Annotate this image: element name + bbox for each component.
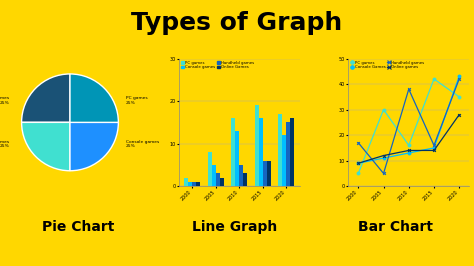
Bar: [267, 161, 271, 186]
Legend: PC games, Console games, Handheld games, Online Games: PC games, Console games, Handheld games,…: [181, 60, 255, 70]
Bar: [220, 178, 224, 186]
Text: Console games
25%: Console games 25%: [126, 140, 159, 148]
Bar: [208, 152, 212, 186]
Wedge shape: [70, 122, 118, 171]
Bar: [239, 165, 243, 186]
Text: Bar Chart: Bar Chart: [358, 221, 433, 234]
Wedge shape: [70, 74, 118, 122]
Bar: [184, 178, 188, 186]
Bar: [263, 161, 267, 186]
Wedge shape: [22, 74, 70, 122]
Bar: [278, 114, 283, 186]
Bar: [216, 173, 220, 186]
Text: Online games
25%: Online games 25%: [0, 96, 9, 105]
Bar: [291, 118, 294, 186]
Bar: [192, 182, 196, 186]
Bar: [212, 165, 216, 186]
Bar: [243, 173, 247, 186]
Bar: [236, 131, 239, 186]
Bar: [286, 122, 291, 186]
Text: Pie Chart: Pie Chart: [42, 221, 114, 234]
Bar: [255, 105, 259, 186]
Bar: [231, 118, 236, 186]
Text: Types of Graph: Types of Graph: [131, 11, 343, 35]
Bar: [259, 118, 263, 186]
Text: Handheld games
25%: Handheld games 25%: [0, 140, 9, 148]
Text: Line Graph: Line Graph: [192, 221, 277, 234]
Wedge shape: [22, 122, 70, 171]
Bar: [196, 182, 201, 186]
Bar: [188, 182, 192, 186]
Bar: [283, 135, 286, 186]
Text: PC games
25%: PC games 25%: [126, 96, 147, 105]
Legend: PC games, Console Games, Handheld games, Online games: PC games, Console Games, Handheld games,…: [350, 60, 425, 70]
